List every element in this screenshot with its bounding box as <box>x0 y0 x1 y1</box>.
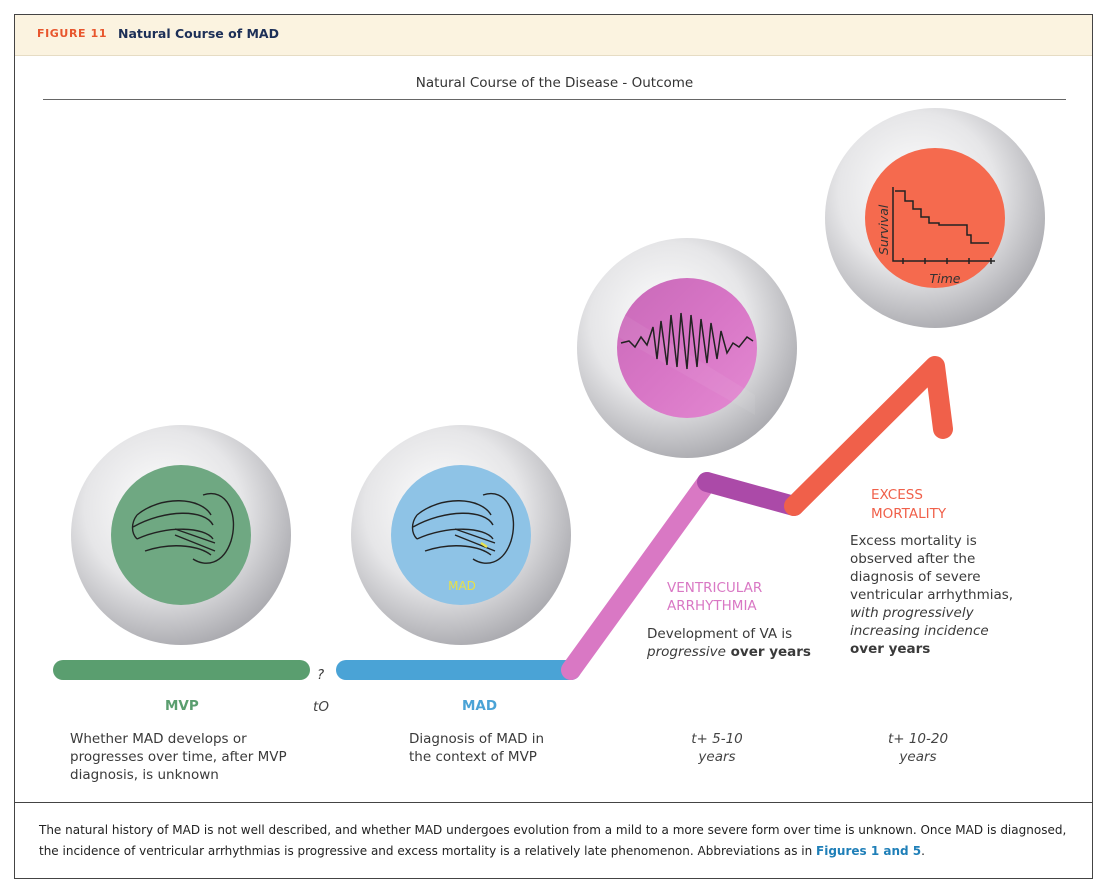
va-timeline-rise <box>561 472 717 680</box>
mad-label: MAD <box>462 698 498 714</box>
time-axis-label: Time <box>930 271 961 286</box>
mad-disc: MAD <box>351 425 571 645</box>
title-rule <box>43 99 1066 100</box>
mortality-desc-line4: ventricular arrhythmias, <box>850 587 1014 603</box>
va-time-line2: years <box>698 749 736 765</box>
mortality-disc: Survival Time <box>825 108 1045 328</box>
mortality-time-line2: years <box>899 749 937 765</box>
mvp-disc <box>71 425 291 645</box>
caption-end: . <box>921 844 925 858</box>
heart-valve-icon <box>131 492 235 564</box>
mortality-desc-line3: diagnosis of severe <box>850 569 981 585</box>
va-desc-part1: Development of VA is <box>647 626 793 642</box>
caption-text: The natural history of MAD is not well d… <box>39 823 1067 858</box>
heart-valve-mad-icon <box>411 492 515 564</box>
va-time-line1: t+ 5-10 <box>691 731 743 747</box>
disease-course-diagram: MAD Survival Time <box>53 108 1045 680</box>
va-label-line2: ARRHYTHMIA <box>667 598 757 614</box>
caption-figure-link[interactable]: Figures 1 and 5 <box>816 844 922 858</box>
mortality-label-line1: EXCESS <box>871 487 923 503</box>
mortality-label-line2: MORTALITY <box>871 506 947 522</box>
mortality-description: Excess mortality is observed after the d… <box>850 532 1050 658</box>
mvp-label: MVP <box>165 698 199 714</box>
mortality-desc-italic1: with progressively <box>850 605 974 621</box>
va-desc-italic: progressive <box>647 644 726 660</box>
ecg-arrhythmia-icon <box>620 312 754 370</box>
mortality-timeline-arrow <box>784 356 953 516</box>
mad-icon-label: MAD <box>448 579 476 593</box>
va-time-label: t+ 5-10 years <box>667 730 767 766</box>
mortality-label: EXCESS MORTALITY <box>871 486 946 524</box>
va-label-line1: VENTRICULAR <box>667 580 763 596</box>
question-mark: ? <box>317 667 325 683</box>
mvp-description: Whether MAD develops or progresses over … <box>70 731 287 783</box>
mortality-desc-line1: Excess mortality is <box>850 533 977 549</box>
mortality-time-line1: t+ 10-20 <box>887 731 949 747</box>
caption-rule <box>15 802 1092 803</box>
mortality-desc-italic2: increasing incidence <box>850 623 989 639</box>
va-disc <box>577 238 797 458</box>
va-timeline-plateau <box>697 472 804 516</box>
mortality-time-label: t+ 10-20 years <box>868 730 968 766</box>
figure-caption: The natural history of MAD is not well d… <box>39 820 1069 862</box>
t0-label: tO <box>313 699 329 715</box>
survival-axis-label: Survival <box>876 204 891 255</box>
va-description: Development of VA is progressive over ye… <box>647 625 817 661</box>
figure-header: FIGURE 11 Natural Course of MAD <box>15 15 1092 56</box>
va-label: VENTRICULAR ARRHYTHMIA <box>667 579 762 615</box>
figure-label: FIGURE 11 <box>37 27 108 40</box>
figure-title: Natural Course of MAD <box>118 26 279 41</box>
mad-description: Diagnosis of MAD in the context of MVP <box>409 731 545 765</box>
survival-curve-icon <box>892 187 995 264</box>
va-desc-bold: over years <box>725 644 811 660</box>
diagram-title: Natural Course of the Disease - Outcome <box>415 75 694 91</box>
mortality-desc-line2: observed after the <box>850 551 976 567</box>
figure-frame: FIGURE 11 Natural Course of MAD Natural … <box>14 14 1093 879</box>
mortality-desc-bold: over years <box>850 641 931 657</box>
